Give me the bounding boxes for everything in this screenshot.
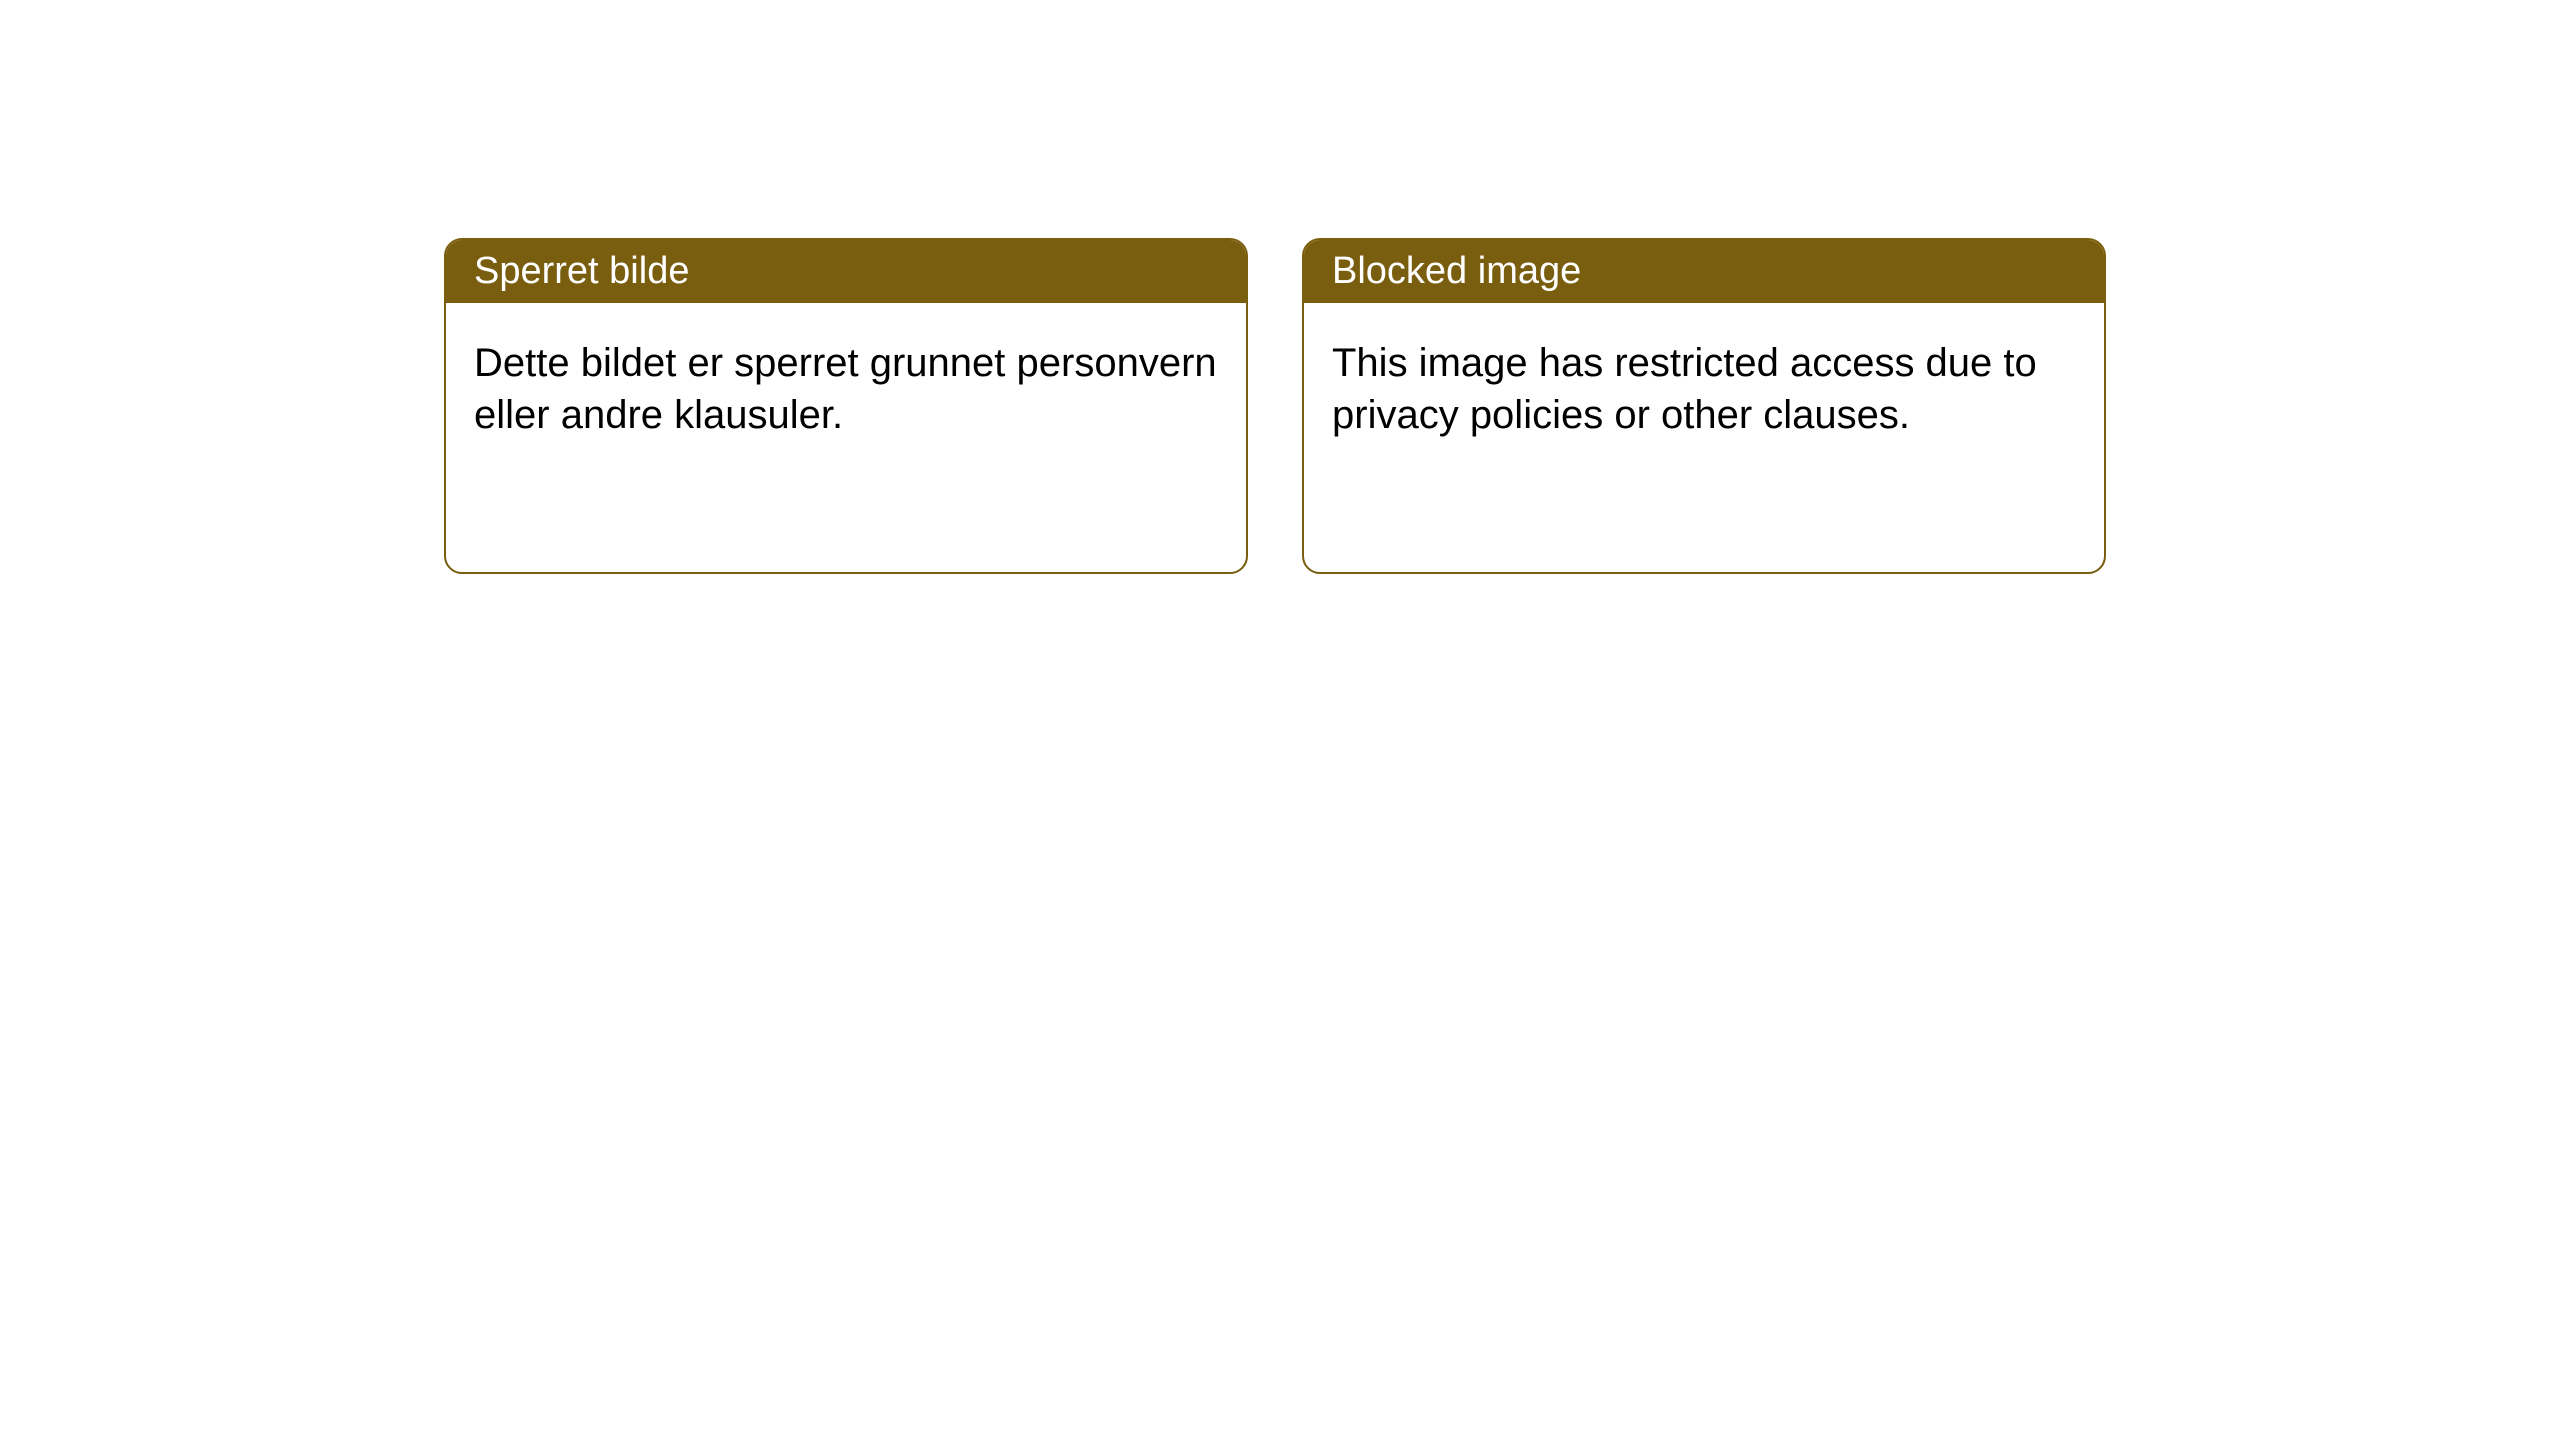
card-message: This image has restricted access due to … (1332, 341, 2037, 437)
blocked-image-card-english: Blocked image This image has restricted … (1302, 238, 2106, 574)
card-header: Blocked image (1304, 240, 2104, 303)
card-title: Sperret bilde (474, 250, 689, 292)
card-title: Blocked image (1332, 250, 1581, 292)
card-body: This image has restricted access due to … (1304, 303, 2104, 475)
card-body: Dette bildet er sperret grunnet personve… (446, 303, 1246, 475)
card-message: Dette bildet er sperret grunnet personve… (474, 341, 1217, 437)
blocked-image-card-norwegian: Sperret bilde Dette bildet er sperret gr… (444, 238, 1248, 574)
cards-container: Sperret bilde Dette bildet er sperret gr… (444, 238, 2106, 574)
card-header: Sperret bilde (446, 240, 1246, 303)
